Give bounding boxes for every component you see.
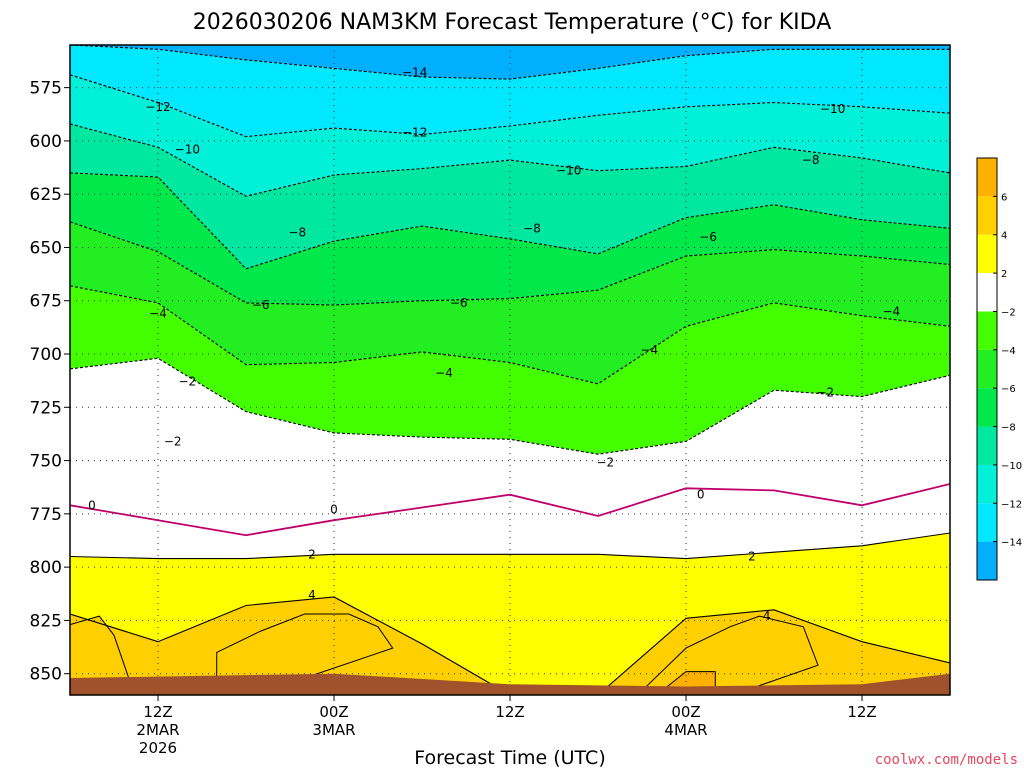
x-tick-label: 00Z: [319, 703, 348, 721]
colorbar-tick-label: −4: [1001, 346, 1016, 357]
terrain-fill: [70, 673, 950, 695]
band-below-minus14: [70, 45, 950, 80]
x-tick-label: 12Z: [847, 703, 876, 721]
contour-label: −10: [556, 164, 581, 178]
isotherm-line: [70, 123, 950, 197]
colorbar-tick-label: −10: [1001, 461, 1022, 472]
colorbar-bin: [977, 503, 997, 542]
colorbar-frame: [976, 157, 998, 581]
isotherm-line: [70, 532, 950, 560]
contour-label: −4: [882, 304, 900, 318]
y-tick-label: 700: [30, 345, 62, 365]
contour-label: −8: [802, 153, 820, 167]
colorbar-tick-label: −6: [1001, 384, 1016, 395]
band-from--2: [70, 358, 950, 536]
contour-label: 0: [330, 503, 338, 517]
contour-label: 0: [88, 498, 96, 512]
contour-label: −8: [523, 221, 541, 235]
contour-label: −10: [820, 102, 845, 116]
colorbar: 6 4 2 −2 −4 −6 −8 −10 −12 −14: [976, 157, 1022, 581]
isotherm-line: [70, 172, 950, 270]
contour-label: −8: [288, 226, 306, 240]
colorbar-tick-label: 4: [1001, 231, 1007, 242]
contour-label: 2: [748, 549, 756, 563]
contour-label: 4: [308, 588, 316, 602]
x-tick-label: 2026: [139, 739, 177, 757]
y-tick-label: 575: [30, 79, 62, 99]
colorbar-tick-label: −14: [1001, 538, 1022, 549]
contour-label: 0: [697, 488, 705, 502]
contour-label: −12: [402, 125, 427, 139]
colorbar-tick-label: −12: [1001, 499, 1022, 510]
colorbar-bin: [977, 541, 997, 580]
band-from--10: [70, 123, 950, 269]
contour-label: −4: [640, 343, 658, 357]
isotherm-line: [70, 596, 950, 695]
colorbar-tick-label: 2: [1001, 269, 1007, 280]
isotherm-line: [70, 357, 950, 455]
x-tick-label: 2MAR: [136, 721, 179, 739]
colorbar-bin: [977, 349, 997, 389]
y-axis: 575 600 625 650 675 700 725 750 775 800 825 850: [30, 79, 70, 685]
isotherm-line: [70, 221, 950, 306]
colorbar-tick-label: 6: [1001, 192, 1007, 203]
isotherm-line: [70, 74, 950, 138]
band-from-2: [70, 533, 950, 695]
x-tick-label: 12Z: [495, 703, 524, 721]
y-tick-label: 800: [30, 558, 62, 578]
isotherm-line: [70, 285, 950, 385]
contour-label: −12: [145, 100, 170, 114]
y-tick-label: 850: [30, 665, 62, 685]
isotherm-line: [70, 483, 950, 537]
contour-label: −6: [252, 298, 270, 312]
y-tick-label: 650: [30, 238, 62, 258]
colorbar-bin: [977, 464, 997, 504]
y-tick-label: 600: [30, 132, 62, 152]
contour-label: −14: [402, 66, 427, 80]
isotherm-line: [70, 45, 950, 80]
contour-label: −2: [816, 385, 834, 399]
y-tick-label: 825: [30, 611, 62, 631]
band-from--14: [70, 45, 950, 137]
y-tick-label: 775: [30, 505, 62, 525]
colorbar-bin: [977, 311, 997, 350]
contour-label: 4: [763, 609, 771, 623]
colorbar-tick-label: −2: [1001, 307, 1016, 318]
colorbar-bin: [977, 426, 997, 465]
contour-label: −4: [149, 307, 167, 321]
x-tick-label: 00Z: [671, 703, 700, 721]
contour-label: −2: [178, 375, 196, 389]
credit-text: coolwx.com/models: [875, 752, 1018, 768]
contour-label: −6: [450, 296, 468, 310]
contour-label: −10: [175, 142, 200, 156]
contour-label: 2: [308, 547, 316, 561]
x-tick-label: 4MAR: [664, 721, 707, 739]
plot-area: −14 −12 −12 −10 −10 −10 −8 −8 −8 −6 −6 −6 −4 −4 −4 −4 −2…: [70, 45, 950, 695]
band-from--6: [70, 221, 950, 384]
warm-region: [70, 615, 130, 692]
y-tick-label: 675: [30, 292, 62, 312]
contour-label: −2: [164, 434, 182, 448]
colorbar-tick-label: −8: [1001, 423, 1016, 434]
contour-label: −2: [596, 456, 614, 470]
y-tick-label: 625: [30, 185, 62, 205]
x-axis-label: Forecast Time (UTC): [414, 747, 605, 768]
contour-label: −6: [699, 230, 717, 244]
x-tick-label: 3MAR: [312, 721, 355, 739]
colorbar-bin: [977, 388, 997, 427]
contour-label: −4: [435, 366, 453, 380]
band-from-0: [70, 484, 950, 559]
y-tick-label: 750: [30, 452, 62, 472]
chart-title: 2026030206 NAM3KM Forecast Temperature (…: [193, 10, 832, 35]
x-tick-label: 12Z: [143, 703, 172, 721]
colorbar-bin: [977, 234, 997, 274]
colorbar-bin: [977, 273, 997, 312]
colorbar-bin: [977, 196, 997, 235]
colorbar-bin: [977, 158, 997, 197]
y-tick-label: 725: [30, 398, 62, 418]
